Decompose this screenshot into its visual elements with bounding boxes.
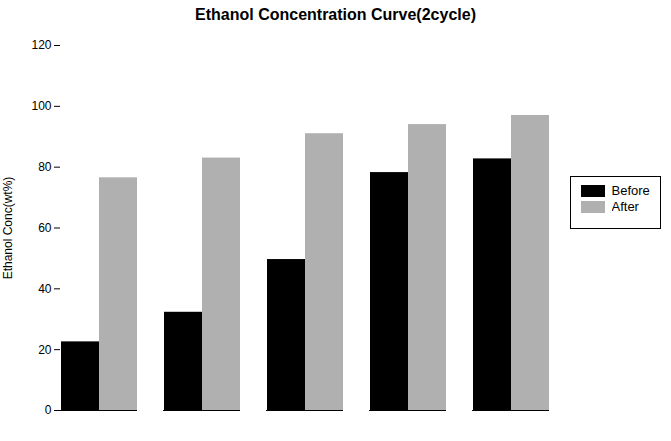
svg-text:60: 60 [38, 221, 52, 235]
svg-text:120: 120 [31, 38, 51, 52]
svg-text:Ethanol Conc(wt%): Ethanol Conc(wt%) [1, 177, 15, 280]
html-text:Before: Before [611, 183, 650, 199]
svg-text:100: 100 [31, 99, 51, 113]
html-text:Ethanol Concentration Curve(2c: Ethanol Concentration Curve(2cycle) [195, 6, 476, 23]
html-text:After: After [611, 199, 639, 215]
svg-text:40: 40 [38, 282, 52, 296]
svg-text:20: 20 [38, 343, 52, 357]
svg-text:0: 0 [45, 403, 52, 417]
svg-text:80: 80 [38, 160, 52, 174]
